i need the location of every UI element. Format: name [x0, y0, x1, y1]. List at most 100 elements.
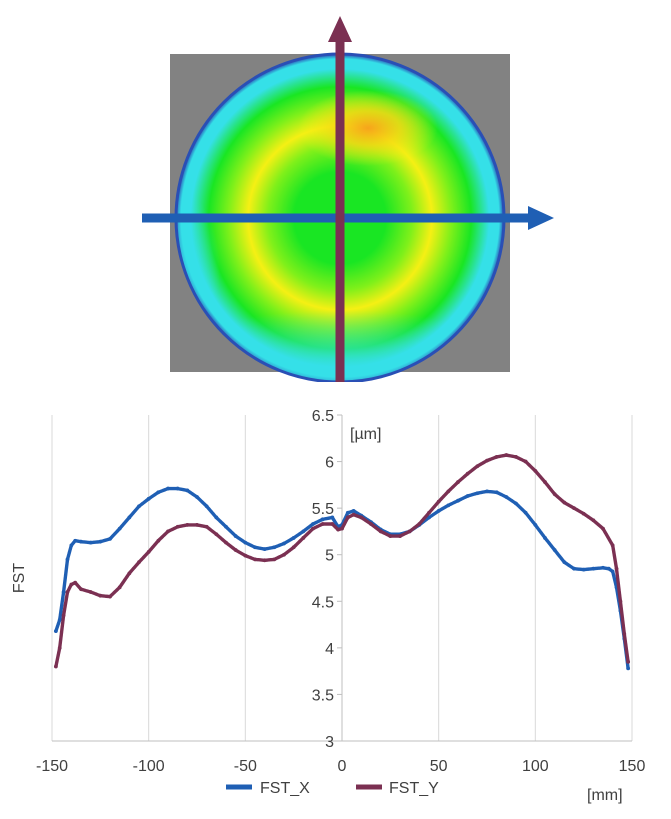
- series-line: [54, 453, 630, 669]
- data-point: [485, 489, 489, 494]
- data-point: [214, 515, 219, 520]
- data-point: [610, 569, 615, 574]
- y-tick-label: 4.5: [312, 594, 334, 611]
- y-tick-label: 5: [325, 548, 334, 565]
- data-point: [543, 536, 547, 540]
- data-point: [57, 645, 62, 650]
- data-point: [533, 468, 538, 473]
- profile-chart-panel: -150 -100 -50 0 50 100 150 3 3.5 4 4.5 5 5.5 6 6.5 FST…: [0, 395, 671, 814]
- data-point: [340, 526, 344, 531]
- data-point: [53, 664, 58, 669]
- data-point: [262, 547, 267, 552]
- data-point: [311, 526, 315, 531]
- data-point: [552, 548, 557, 552]
- data-point: [166, 486, 170, 491]
- data-point: [204, 524, 209, 529]
- data-point: [572, 506, 576, 511]
- data-point: [117, 585, 122, 590]
- data-point: [61, 590, 66, 594]
- data-point: [57, 618, 62, 622]
- x-tick-label: 0: [338, 758, 347, 775]
- profile-chart: -150 -100 -50 0 50 100 150 3 3.5 4 4.5 5 5.5 6 6.5 FST…: [11, 408, 645, 804]
- y-tick-label: 3.5: [312, 687, 334, 704]
- legend-label-fst-x: FST_X: [260, 780, 310, 797]
- data-point: [137, 504, 141, 509]
- data-point: [427, 510, 431, 515]
- data-point: [195, 495, 199, 499]
- data-point: [79, 539, 83, 544]
- data-point: [581, 511, 586, 516]
- x-tick-label: -100: [133, 758, 165, 775]
- data-point: [61, 613, 66, 618]
- data-point: [626, 666, 631, 671]
- data-point: [301, 536, 306, 540]
- data-point: [345, 515, 350, 520]
- thickness-map: [142, 16, 554, 384]
- data-point: [175, 524, 180, 529]
- data-point: [262, 558, 267, 563]
- series-layer: [53, 453, 631, 671]
- data-point: [533, 523, 538, 527]
- data-point: [330, 515, 335, 520]
- data-point: [417, 522, 422, 526]
- data-point: [79, 587, 83, 592]
- data-point: [65, 590, 70, 594]
- data-point: [494, 455, 499, 459]
- data-point: [446, 503, 451, 508]
- data-point: [291, 536, 296, 540]
- data-point: [117, 526, 122, 531]
- x-scan-arrow-head: [528, 206, 554, 230]
- data-point: [618, 599, 623, 604]
- data-point: [614, 566, 619, 571]
- data-point: [485, 458, 489, 463]
- data-point: [465, 494, 470, 498]
- data-point: [243, 553, 248, 558]
- data-point: [73, 538, 78, 543]
- data-point: [601, 565, 605, 570]
- data-point: [69, 582, 74, 587]
- data-point: [243, 540, 248, 545]
- x-tick-label: 50: [430, 758, 448, 775]
- legend-item-fst-x: FST_X: [226, 780, 310, 797]
- data-point: [562, 500, 567, 505]
- data-point: [224, 540, 228, 545]
- data-point: [156, 490, 161, 495]
- data-point: [146, 550, 151, 554]
- data-point: [504, 495, 509, 499]
- data-point: [146, 496, 151, 501]
- data-point: [336, 527, 341, 532]
- data-point: [626, 659, 631, 664]
- y-tick-label: 4: [325, 641, 334, 658]
- data-point: [427, 515, 431, 520]
- data-point: [253, 545, 257, 550]
- data-point: [446, 489, 451, 494]
- legend-item-fst-y: FST_Y: [356, 780, 439, 797]
- x-tick-label: -150: [36, 758, 68, 775]
- data-point: [543, 480, 547, 484]
- data-point: [166, 529, 170, 534]
- data-point: [552, 492, 557, 497]
- data-point: [108, 594, 112, 599]
- x-tick-label: 100: [522, 758, 549, 775]
- labels: FST [µm] [mm]: [11, 426, 623, 804]
- data-point: [282, 552, 286, 557]
- data-point: [398, 534, 402, 538]
- data-point: [606, 566, 611, 571]
- data-point: [475, 464, 480, 469]
- data-point: [53, 629, 58, 633]
- y-tick-label: 3: [325, 734, 334, 751]
- data-point: [320, 517, 325, 522]
- data-point: [388, 534, 393, 538]
- data-point: [345, 510, 350, 515]
- legend-label-fst-y: FST_Y: [389, 780, 439, 797]
- data-point: [137, 560, 141, 565]
- y-unit-label: [µm]: [350, 426, 381, 443]
- data-point: [330, 522, 335, 526]
- data-point: [456, 480, 460, 484]
- data-point: [378, 529, 383, 534]
- legend: FST_X FST_Y: [226, 780, 439, 797]
- data-point: [351, 509, 356, 513]
- data-point: [108, 536, 112, 541]
- data-point: [523, 510, 528, 515]
- data-point: [622, 631, 627, 636]
